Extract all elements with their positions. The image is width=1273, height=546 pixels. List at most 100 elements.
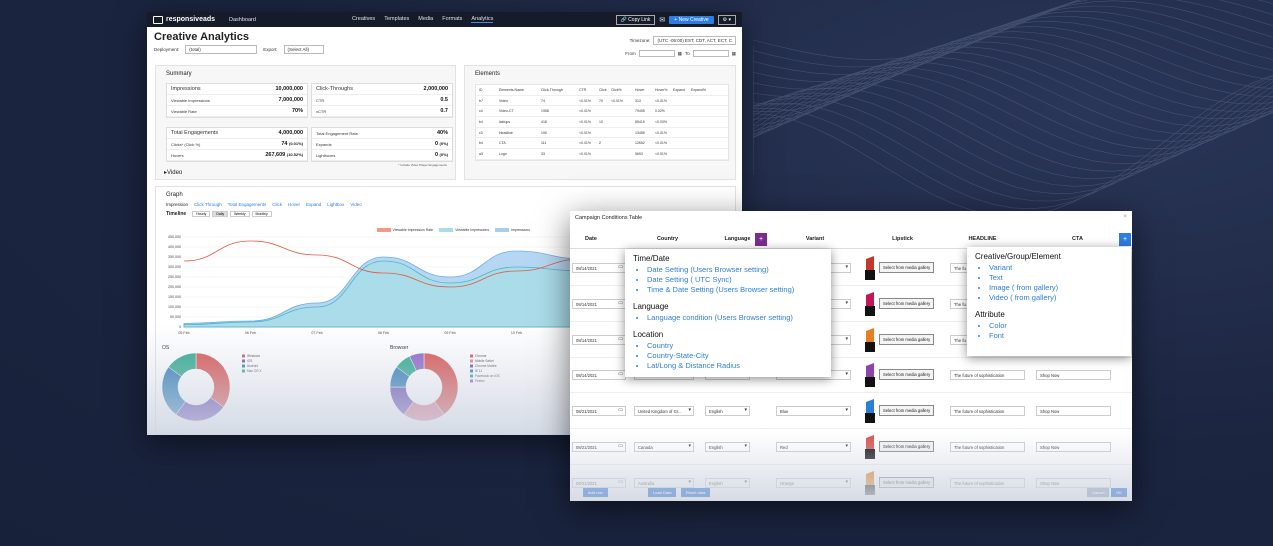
lipstick-image [865, 256, 875, 280]
metric-label: Viewable Impressions [171, 97, 210, 103]
timeline-weekly-button[interactable]: Weekly [230, 211, 250, 217]
graph-tab-total-engagements[interactable]: Total Engagements [227, 202, 267, 207]
calendar-icon[interactable]: ▦ [677, 50, 682, 56]
metric-number: 10,000,000 [275, 86, 303, 92]
legend-item[interactable]: Viewable Impressions [439, 228, 489, 233]
lipstick-tube [865, 341, 875, 352]
date-input[interactable]: 08/14/2021 ▭ [572, 370, 626, 381]
cta-input[interactable]: Shop Now [1036, 406, 1111, 417]
timezone-value: (UTC -05:00) EST, CDT, ACT, ECT, C [657, 38, 732, 43]
menu-item[interactable]: Language condition (Users Browser settin… [647, 313, 823, 323]
graph-tab-click[interactable]: Click [272, 202, 282, 207]
menu-item[interactable]: Time & Date Setting (Users Browser setti… [647, 285, 823, 295]
menu-item[interactable]: Color [989, 321, 1123, 331]
timeline-daily-button[interactable]: Daily [212, 211, 229, 217]
main-nav: Creatives Templates Media Formats Analytics [351, 16, 494, 23]
lipstick-tube [865, 270, 875, 280]
menu-item[interactable]: Variant [989, 263, 1123, 273]
lipstick-bullet [866, 363, 874, 378]
nav-item-formats[interactable]: Formats [442, 16, 463, 22]
copy-link-button[interactable]: 🔗 Copy Link [615, 14, 656, 25]
add-condition-button[interactable]: + [755, 233, 767, 246]
summary-row: CTR 0.5 [312, 95, 452, 106]
graph-tab-expand[interactable]: Expand [306, 202, 322, 207]
menu-list: CountryCountry-State-CityLat/Long & Dist… [633, 341, 823, 371]
timezone-select[interactable]: (UTC -05:00) EST, CDT, ACT, ECT, C [653, 36, 736, 45]
load-data-button[interactable]: Load Data [648, 488, 677, 497]
y-tick-label: 50,000 [170, 315, 181, 319]
select-media-gallery-button[interactable]: Select from media gallery [879, 297, 935, 309]
headline-input[interactable]: The future of sophistication [950, 406, 1025, 417]
metric-value: 40% [437, 130, 448, 136]
timeline-hourly-button[interactable]: Hourly [192, 211, 211, 217]
table-row: b4 lastups 418 <0.01% 10 85419 <0.03% [476, 117, 728, 128]
date-input[interactable]: 08/14/2021 ▭ [572, 263, 626, 273]
deployment-select[interactable]: (total) [185, 45, 258, 54]
menu-list: VariantTextImage ( from gallery)Video ( … [975, 263, 1123, 303]
table-cell: 74 [541, 98, 545, 103]
menu-item[interactable]: Country [647, 341, 823, 351]
menu-item[interactable]: Date Setting ( UTC Sync) [647, 275, 823, 285]
legend-item[interactable]: Viewable Impression Rate [376, 228, 433, 233]
lipstick-image [865, 291, 875, 316]
nav-item-creatives[interactable]: Creatives [351, 16, 376, 22]
table-header: Date Country Language Variant Lipstick HEADLI… [570, 230, 1132, 249]
new-creative-button[interactable]: + New Creative [669, 15, 714, 24]
metric-number: 267,609 [265, 152, 286, 158]
menu-item[interactable]: Lat/Long & Distance Radius [647, 361, 823, 371]
select-media-gallery-button[interactable]: Select from media gallery [879, 369, 935, 381]
graph-tab-video[interactable]: Video [350, 202, 362, 207]
language-select[interactable]: English ▾ [705, 406, 750, 417]
close-icon[interactable]: × [1123, 214, 1127, 220]
timeline-monthly-button[interactable]: Monthly [251, 211, 272, 217]
settings-dropdown-button[interactable]: ⚙ ▾ [717, 14, 736, 25]
graph-tab-hover[interactable]: Hover [287, 202, 300, 207]
select-media-gallery-button[interactable]: Select from media gallery [879, 333, 935, 345]
variant-select[interactable]: Blue ▾ [776, 406, 851, 417]
graph-tab-click-through[interactable]: Click Through [194, 202, 222, 207]
date-input[interactable]: 08/14/2021 ▭ [572, 298, 626, 309]
video-toggle[interactable]: ▸Video [164, 169, 182, 176]
mail-icon[interactable]: ✉ [659, 16, 666, 24]
date-input[interactable]: 08/14/2021 ▭ [572, 334, 626, 345]
menu-item[interactable]: Date Setting (Users Browser setting) [647, 265, 823, 275]
chevron-down-icon: ▾ [845, 299, 848, 306]
country-select[interactable]: United Kingdom of Gr... ▾ [634, 406, 694, 417]
date-input[interactable]: 08/21/2021 ▭ [572, 406, 626, 417]
menu-item[interactable]: Video ( from gallery) [989, 293, 1123, 303]
select-media-gallery-button[interactable]: Select from media gallery [879, 262, 935, 273]
calendar-icon[interactable]: ▦ [731, 50, 736, 56]
graph-tab-impression[interactable]: Impression [166, 202, 189, 207]
metric-value: 0.5 [440, 97, 448, 103]
select-media-gallery-button[interactable]: Select from media gallery [879, 405, 935, 417]
from-date-input[interactable] [638, 50, 675, 57]
to-date-input[interactable] [692, 50, 729, 57]
export-select[interactable]: (Select All) [283, 45, 324, 54]
metric-value: 74 (0.01%) [281, 141, 303, 147]
graph-tab-lightbox[interactable]: Lightbox [327, 202, 345, 207]
video-toggle-label: Video [167, 170, 183, 176]
nav-item-media[interactable]: Media [418, 16, 434, 22]
menu-item[interactable]: Font [989, 331, 1123, 341]
logo[interactable]: responsiveads [153, 15, 215, 24]
table-cell: <0.01% [611, 98, 623, 103]
logo-icon [153, 15, 163, 24]
menu-item[interactable]: Country-State-City [647, 351, 823, 361]
nav-dashboard[interactable]: Dashboard [229, 16, 256, 23]
headline-input[interactable]: The future of sophistication [950, 370, 1025, 381]
nav-item-analytics[interactable]: Analytics [471, 16, 494, 23]
add-attribute-button[interactable]: + [1119, 233, 1131, 246]
menu-item[interactable]: Text [989, 273, 1123, 283]
timezone-label: Timezone: [629, 38, 651, 43]
chevron-down-icon: ▾ [845, 335, 848, 342]
table-cell: 10 [599, 119, 603, 124]
ok-button[interactable]: OK [1111, 488, 1127, 497]
legend-item[interactable]: Impressions [495, 228, 530, 233]
reset-data-button[interactable]: Reset data [681, 488, 711, 497]
menu-item[interactable]: Image ( from gallery) [989, 283, 1123, 293]
nav-item-templates[interactable]: Templates [384, 16, 410, 22]
cta-input[interactable]: Shop Now [1036, 370, 1111, 381]
table-cell: Video-CT [499, 109, 514, 114]
add-row-button[interactable]: Add row [583, 488, 608, 497]
cancel-button[interactable]: Cancel [1087, 488, 1110, 497]
